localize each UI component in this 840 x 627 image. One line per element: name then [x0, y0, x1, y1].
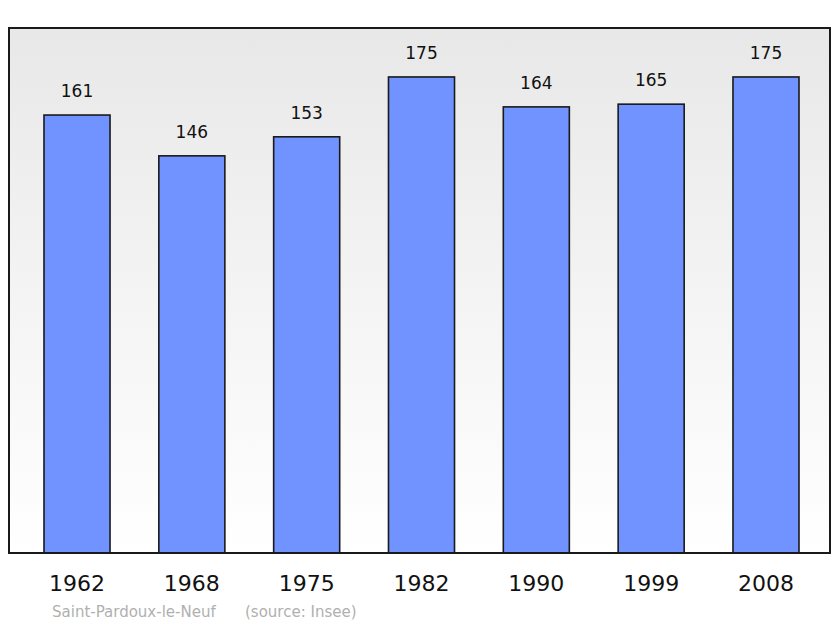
plot-background	[9, 28, 830, 553]
data-label: 165	[635, 70, 667, 90]
bar	[733, 77, 799, 553]
data-label: 164	[520, 73, 552, 93]
data-label: 153	[290, 103, 322, 123]
bar	[618, 104, 684, 553]
annotation: Saint-Pardoux-le-Neuf	[52, 603, 216, 621]
bar	[44, 115, 110, 553]
data-label: 175	[750, 43, 782, 63]
category-label: 1962	[49, 571, 105, 596]
data-label: 161	[61, 81, 93, 101]
category-label: 1982	[394, 571, 450, 596]
category-label: 2008	[738, 571, 794, 596]
bar	[274, 137, 340, 553]
category-label: 1975	[279, 571, 335, 596]
bar	[159, 156, 225, 553]
bar	[388, 77, 454, 553]
chart-container: 161 1962 146 1968 153 1975 175 1982 164 1990 165 19…	[0, 0, 840, 627]
category-label: 1968	[164, 571, 220, 596]
bar	[503, 107, 569, 553]
category-label: 1990	[508, 571, 564, 596]
plot-frame	[9, 28, 830, 553]
data-label: 146	[176, 122, 208, 142]
labels: 161 1962 146 1968 153 1975 175 1982 164 1990 165 19…	[49, 43, 794, 621]
category-label: 1999	[623, 571, 679, 596]
data-label: 175	[405, 43, 437, 63]
chart-svg: 161 1962 146 1968 153 1975 175 1982 164 1990 165 19…	[0, 0, 840, 627]
annotation: (source: Insee)	[245, 603, 357, 621]
bars	[44, 77, 799, 553]
